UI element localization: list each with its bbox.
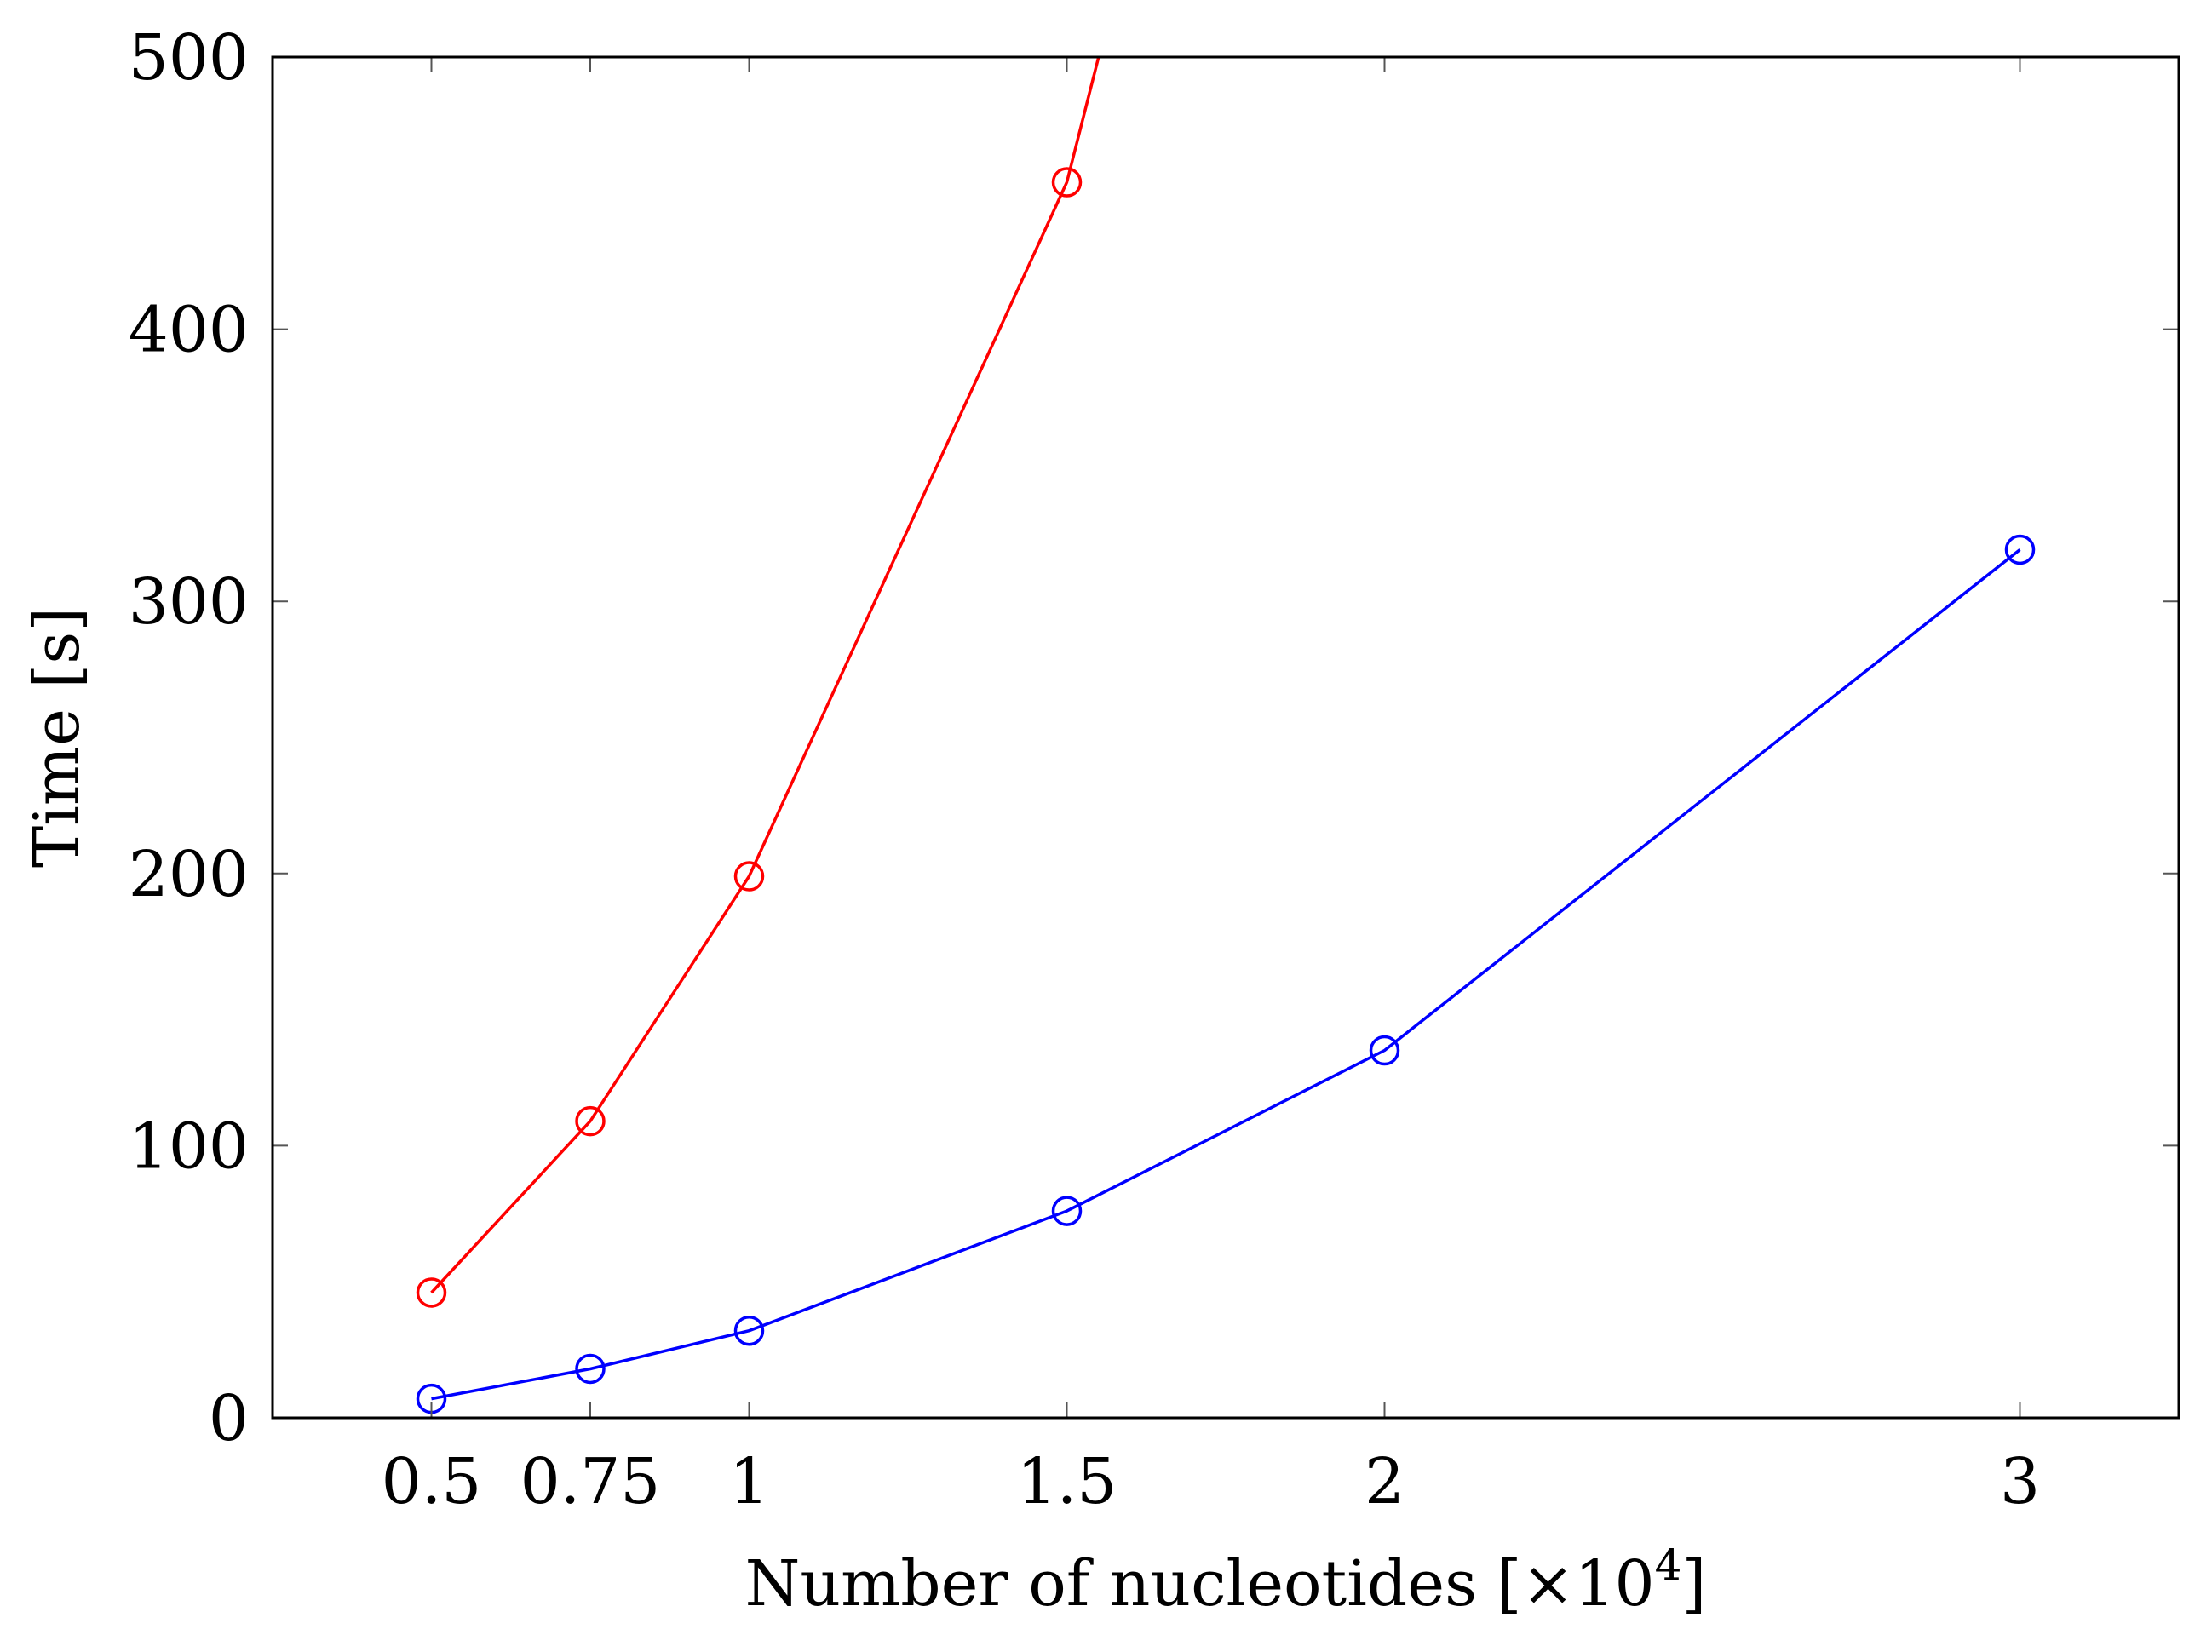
y-tick-label: 200 bbox=[129, 838, 249, 911]
y-tick-label: 300 bbox=[129, 565, 249, 639]
data-point-blue bbox=[733, 1315, 765, 1346]
data-point-blue bbox=[1051, 1196, 1083, 1226]
x-axis-title-exponent: 4 bbox=[1655, 1540, 1682, 1590]
x-axis-title-suffix: ] bbox=[1681, 1547, 1706, 1620]
x-axis-title: Number of nucleotides [×104] bbox=[745, 1540, 1707, 1620]
y-axis-title: Time [s] bbox=[20, 607, 94, 868]
data-point-blue bbox=[2004, 534, 2036, 565]
x-axis-title-multiplier: ×10 bbox=[1521, 1547, 1654, 1620]
x-axis-title-prefix: Number of nucleotides [ bbox=[745, 1547, 1522, 1620]
marker-layer bbox=[416, 167, 2036, 1414]
x-tick-label: 0.5 bbox=[382, 1445, 482, 1518]
data-point-red bbox=[1051, 167, 1083, 198]
tick-label-layer: 0.5 0.75 1 1.5 2 3 0 100 200 300 400 500 bbox=[129, 21, 2040, 1518]
y-tick-label: 400 bbox=[129, 294, 249, 367]
x-tick-label: 1 bbox=[729, 1445, 769, 1518]
plot-frame bbox=[271, 55, 2180, 1420]
y-tick-label: 0 bbox=[209, 1382, 249, 1455]
x-tick-label: 1.5 bbox=[1017, 1445, 1117, 1518]
data-point-blue bbox=[1369, 1035, 1400, 1066]
x-tick-label: 2 bbox=[1365, 1445, 1405, 1518]
series-layer bbox=[430, 57, 2021, 1401]
y-tick-label: 100 bbox=[129, 1110, 249, 1183]
data-point-red bbox=[575, 1105, 606, 1137]
data-point-blue bbox=[575, 1353, 606, 1385]
x-tick-label: 0.75 bbox=[520, 1445, 661, 1518]
x-tick-label: 3 bbox=[2000, 1445, 2040, 1518]
data-point-red bbox=[733, 861, 765, 892]
data-point-red bbox=[416, 1277, 447, 1308]
series-line-blue bbox=[431, 548, 2021, 1401]
series-line-red bbox=[430, 57, 1100, 1294]
y-tick-label: 500 bbox=[129, 21, 249, 95]
